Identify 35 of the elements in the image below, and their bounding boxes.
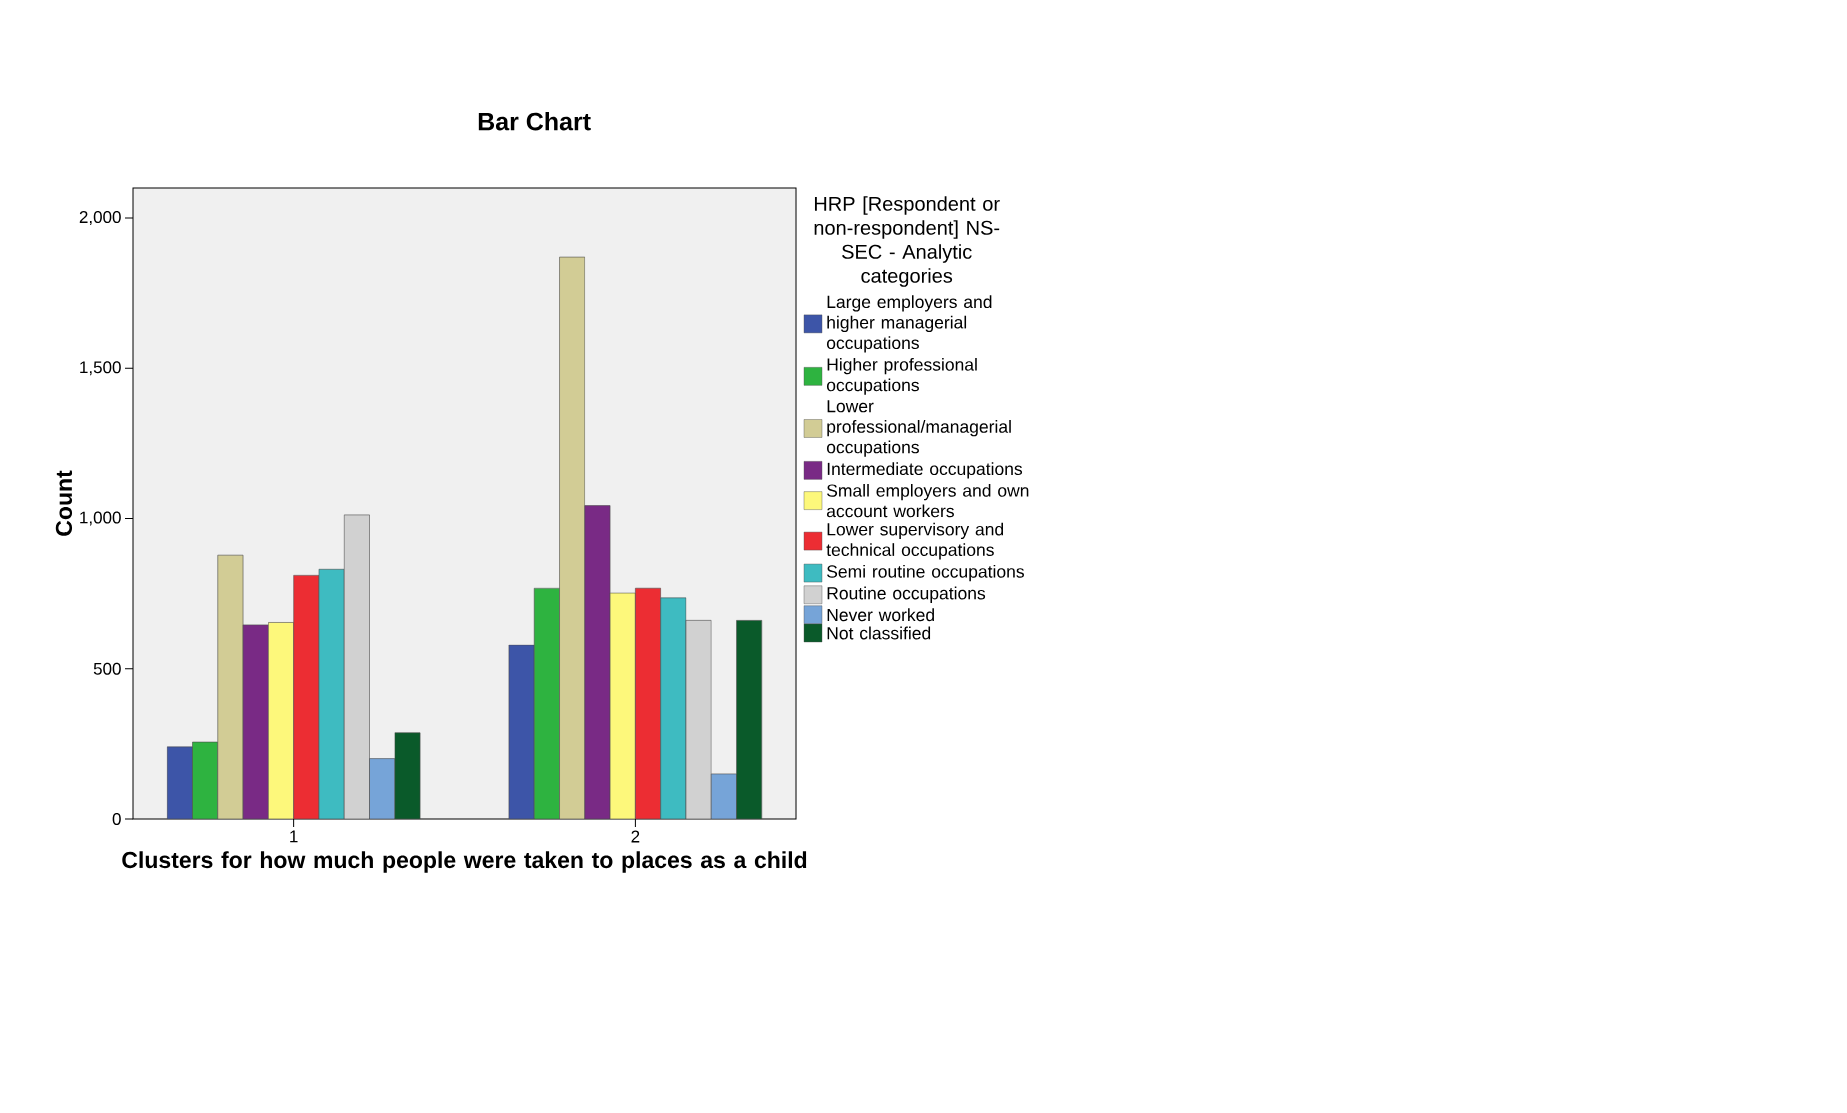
- y-axis-title: Count: [55, 470, 73, 536]
- x-tick-label: 2: [631, 830, 640, 843]
- legend-label: Not classified: [827, 626, 931, 640]
- legend-title: HRP [Respondent or non-respondent] NS-SEC - Analytic categories: [814, 196, 1000, 287]
- y-tick-label: 1,000: [80, 511, 121, 526]
- bar: [293, 575, 320, 819]
- bar: [192, 741, 219, 819]
- bar: [635, 587, 661, 819]
- y-tick-label: 0: [112, 812, 121, 826]
- y-tick-label: 2,000: [79, 211, 121, 226]
- bar: [736, 620, 763, 819]
- legend-label: Small employers and own account workers: [826, 483, 1029, 518]
- x-tick-label: 1: [290, 830, 298, 843]
- bar: [318, 568, 345, 819]
- legend-label: Lower supervisory and technical occupations: [826, 522, 1004, 560]
- bar: [559, 256, 586, 819]
- bar: [217, 554, 244, 819]
- x-axis-title: Clusters for how much people were taken to places as a child: [122, 851, 807, 873]
- legend-label: Intermediate occupations: [827, 462, 1023, 479]
- bar: [369, 758, 396, 819]
- legend-label: Higher professional occupations: [826, 357, 977, 395]
- bar: [584, 505, 611, 819]
- legend-label: Large employers and higher managerial occupations: [826, 295, 992, 353]
- y-tick-label: 1,500: [80, 361, 121, 376]
- legend-label: Lower professional/managerial occupations: [826, 400, 1011, 457]
- legend-label: Never worked: [827, 608, 934, 622]
- y-tick-label: 500: [93, 662, 121, 675]
- bar: [660, 597, 687, 819]
- bar: [242, 624, 269, 819]
- legend-label: Routine occupations: [827, 586, 986, 603]
- bar: [710, 773, 737, 819]
- chart-title: Bar Chart: [478, 112, 591, 131]
- bar: [394, 732, 421, 819]
- bar: [533, 587, 560, 819]
- legend-label: Semi routine occupations: [827, 564, 1024, 582]
